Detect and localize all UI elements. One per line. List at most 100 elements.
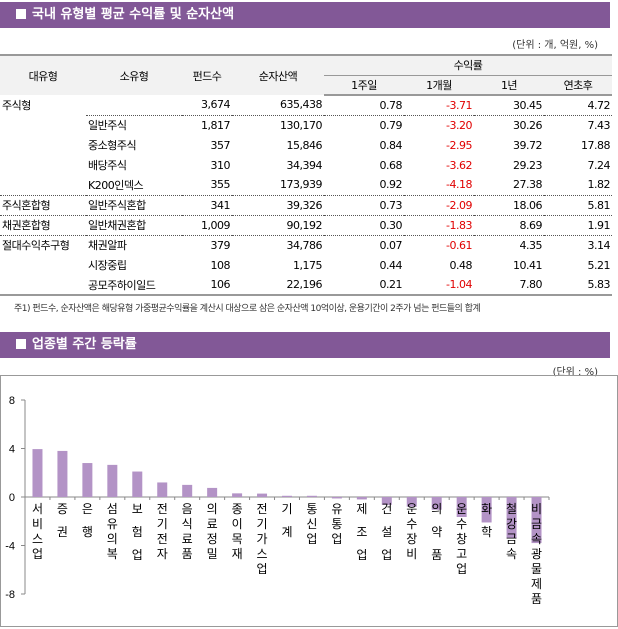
table-row: 주식혼합형 일반주식혼합 341 39,326 0.73 -2.09 18.06 5.81 [0,194,612,215]
cell-m1: -3.20 [404,114,474,135]
y-tick-label: 8 [9,395,15,407]
cell-minor: 일반채권혼합 [86,214,182,235]
header-returns: 수익률 [324,54,612,75]
unit-label-2: (단위 : %) [552,367,598,378]
x-tick-label: 건 설 업 [381,502,392,562]
cell-funds: 1,009 [182,214,232,235]
cell-m1: -0.61 [404,234,474,255]
header-1y: 1년 [474,74,544,96]
header-1m: 1개월 [404,74,474,96]
bar [331,497,342,499]
bar [232,493,243,497]
table-row: 채권혼합형 일반채권혼합 1,009 90,192 0.30 -1.83 8.69 1.91 [0,214,612,235]
x-tick-label: 증 권 [57,502,68,539]
unit-label: (단위 : 개, 억원, %) [512,40,598,51]
cell-funds: 108 [210,258,231,272]
cell-m1: -4.18 [446,178,472,192]
cell-minor: 배당주식 [88,159,127,172]
cell-assets: 15,846 [286,138,323,152]
table-row: 주식형 3,674 635,438 0.78 -3.71 30.45 4.72 [0,95,612,115]
cell-ytd: 3.14 [544,234,612,255]
table-row: 절대수익추구형 채권알파 379 34,786 0.07 -0.61 4.35 3.14 [0,234,612,255]
cell-assets: 173,939 [280,178,323,192]
cell-funds: 355 [210,178,231,192]
cell-ytd: 1.91 [544,214,612,235]
x-tick-label: 의 약 품 [431,502,442,562]
bar [531,497,542,544]
cell-ytd: 4.72 [587,98,611,112]
header-ytd: 연초후 [544,74,612,96]
cell-ytd: 1.82 [587,178,611,192]
header-major: 대유형 [0,54,86,95]
x-tick-label: 화 학 [481,502,492,539]
cell-y1: 18.06 [474,194,544,215]
cell-minor: 일반주식혼합 [86,194,182,215]
x-tick-label: 은 행 [82,502,93,539]
cell-minor: 일반주식 [86,114,182,135]
cell-assets: 635,438 [280,98,323,112]
cell-funds: 3,674 [201,98,231,112]
cell-y1: 4.35 [474,234,544,255]
section-title-bar: 국내 유형별 평균 수익률 및 순자산액 [0,2,610,28]
cell-y1: 27.38 [513,178,543,192]
cell-w1: 0.73 [324,194,404,215]
cell-minor: K200인덱스 [88,178,144,192]
cell-major: 채권혼합형 [0,214,86,235]
table-row: 중소형주식 357 15,846 0.84 -2.95 39.72 17.88 [0,135,612,155]
cell-assets: 90,192 [232,214,324,235]
cell-y1: 10.41 [513,258,543,272]
table-row: K200인덱스 355 173,939 0.92 -4.18 27.38 1.82 [0,175,612,195]
cell-minor: 채권알파 [86,234,182,255]
bar [356,497,367,500]
bar [481,497,492,523]
cell-assets: 1,175 [293,258,323,272]
cell-major [0,115,86,135]
cell-w1: 0.79 [324,114,404,135]
bar [182,484,193,497]
cell-assets: 34,786 [232,234,324,255]
header-funds: 펀드수 [182,54,232,95]
square-icon [16,339,26,349]
bar [456,497,467,518]
bar [282,495,292,497]
x-tick-label: 보 험 업 [132,502,143,562]
cell-assets: 130,170 [232,114,324,135]
cell-minor: 중소형주식 [88,139,137,152]
header-minor: 소유형 [86,54,182,95]
bar [506,497,517,539]
cell-major: 절대수익추구형 [0,234,86,255]
cell-w1: 0.07 [324,234,404,255]
x-tick-label: 제 조 업 [356,502,367,562]
cell-ytd: 5.21 [587,258,611,272]
y-tick-label: -8 [5,589,15,601]
cell-ytd: 5.83 [544,275,612,296]
cell-m1: -3.62 [446,158,472,172]
cell-ytd: 7.24 [587,158,611,172]
section-title-bar-2: 업종별 주간 등락률 [0,332,610,358]
bar [207,487,218,497]
cell-m1: 0.48 [449,258,473,272]
cell-major: 주식혼합형 [0,194,86,215]
cell-funds: 310 [210,158,231,172]
bar [306,495,317,497]
cell-y1: 8.69 [474,214,544,235]
y-tick-label: 0 [9,492,15,504]
chart-svg: 8 4 0 -4 -8 서 비 스 업 증 권 은 행 섬 유 의 복 보 험 업 전 기 전 자 음 식 료 품 의 료 정 밀 종 이… [5,395,550,606]
cell-assets: 34,394 [286,158,323,172]
cell-funds: 341 [182,194,232,215]
table-row: 배당주식 310 34,394 0.68 -3.62 29.23 7.24 [0,155,612,175]
cell-w1: 0.30 [324,214,404,235]
cell-ytd: 5.81 [544,194,612,215]
section-title-2: 업종별 주간 등락률 [32,337,137,352]
bar [431,497,442,510]
cell-ytd: 17.88 [581,138,611,152]
bar [107,464,118,497]
cell-major [0,175,86,195]
